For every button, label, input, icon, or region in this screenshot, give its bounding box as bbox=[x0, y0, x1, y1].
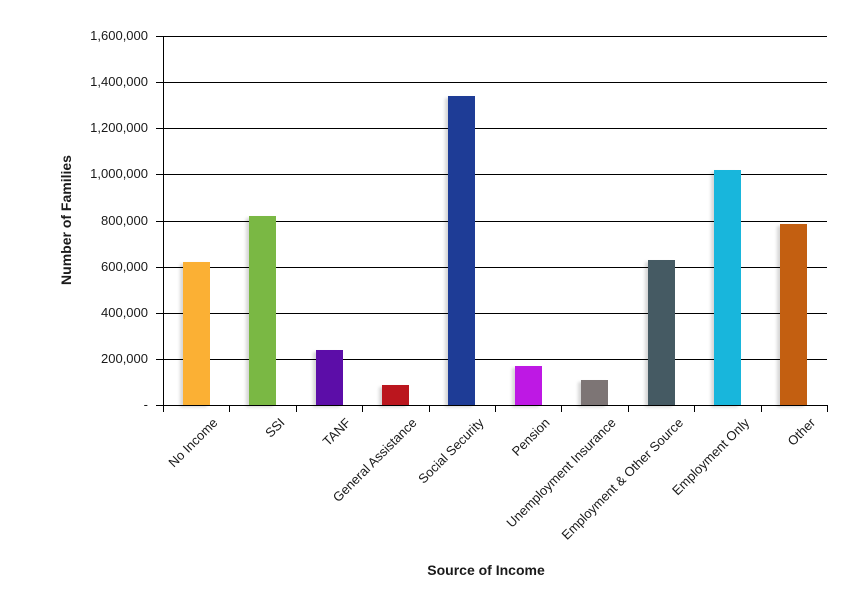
y-axis-tick bbox=[156, 405, 163, 406]
y-axis-tick bbox=[156, 312, 163, 314]
y-axis-tick bbox=[156, 36, 163, 37]
x-axis-tick bbox=[362, 406, 364, 412]
x-axis-tick bbox=[627, 406, 629, 412]
gridline bbox=[163, 220, 827, 222]
gridline bbox=[163, 36, 827, 37]
x-axis-title: Source of Income bbox=[427, 562, 545, 578]
y-axis-tick bbox=[156, 220, 163, 222]
y-tick-label: 400,000 bbox=[101, 304, 148, 320]
x-axis-tick bbox=[561, 406, 563, 412]
x-axis-tick bbox=[827, 406, 828, 412]
bar-employment-other-source bbox=[647, 259, 675, 405]
y-tick-label: 1,600,000 bbox=[90, 28, 148, 43]
y-tick-label: 1,200,000 bbox=[90, 120, 148, 136]
x-axis-tick bbox=[760, 406, 762, 412]
bar-social-security bbox=[448, 95, 476, 405]
gridline bbox=[163, 82, 827, 84]
x-axis-tick bbox=[694, 406, 696, 412]
x-axis-tick bbox=[229, 406, 231, 412]
y-axis-tick bbox=[156, 358, 163, 360]
gridline bbox=[163, 312, 827, 314]
bar-other bbox=[780, 223, 808, 405]
y-axis-tick bbox=[156, 266, 163, 268]
x-tick-label: TANF bbox=[319, 415, 354, 449]
y-tick-label: 600,000 bbox=[101, 258, 148, 274]
x-tick-label: Unemployment Insurance bbox=[503, 415, 620, 531]
x-tick-label: Other bbox=[784, 415, 819, 449]
y-axis-line bbox=[163, 36, 164, 405]
y-tick-label: 1,400,000 bbox=[90, 74, 148, 90]
gridline bbox=[163, 266, 827, 268]
bar-general-assistance bbox=[381, 385, 409, 405]
y-tick-label: 1,000,000 bbox=[90, 166, 148, 182]
bar-no-income bbox=[182, 262, 210, 405]
gridline bbox=[163, 128, 827, 130]
x-axis-tick bbox=[295, 406, 297, 412]
bar-employment-only bbox=[713, 169, 741, 405]
x-axis-line bbox=[163, 405, 828, 406]
x-axis-tick bbox=[428, 406, 430, 412]
y-tick-label: 800,000 bbox=[101, 212, 148, 228]
x-tick-label: No Income bbox=[165, 415, 221, 471]
gridline bbox=[163, 358, 827, 360]
bar-ssi bbox=[249, 215, 277, 405]
bar-tanf bbox=[315, 349, 343, 405]
x-tick-label: Pension bbox=[508, 415, 553, 459]
y-tick-label: - bbox=[143, 397, 148, 412]
gridline bbox=[163, 174, 827, 176]
bar-pension bbox=[514, 365, 542, 405]
y-axis-tick bbox=[156, 128, 163, 130]
y-axis-tick bbox=[156, 174, 163, 176]
bar-unemployment-insurance bbox=[581, 379, 609, 405]
y-axis-tick bbox=[156, 82, 163, 84]
x-axis-tick bbox=[495, 406, 496, 412]
x-tick-label: Social Security bbox=[415, 415, 487, 487]
x-axis-tick bbox=[163, 406, 164, 412]
y-tick-label: 200,000 bbox=[101, 350, 148, 366]
x-tick-label: Employment & Other Source bbox=[557, 415, 686, 543]
x-tick-label: SSI bbox=[261, 415, 288, 441]
